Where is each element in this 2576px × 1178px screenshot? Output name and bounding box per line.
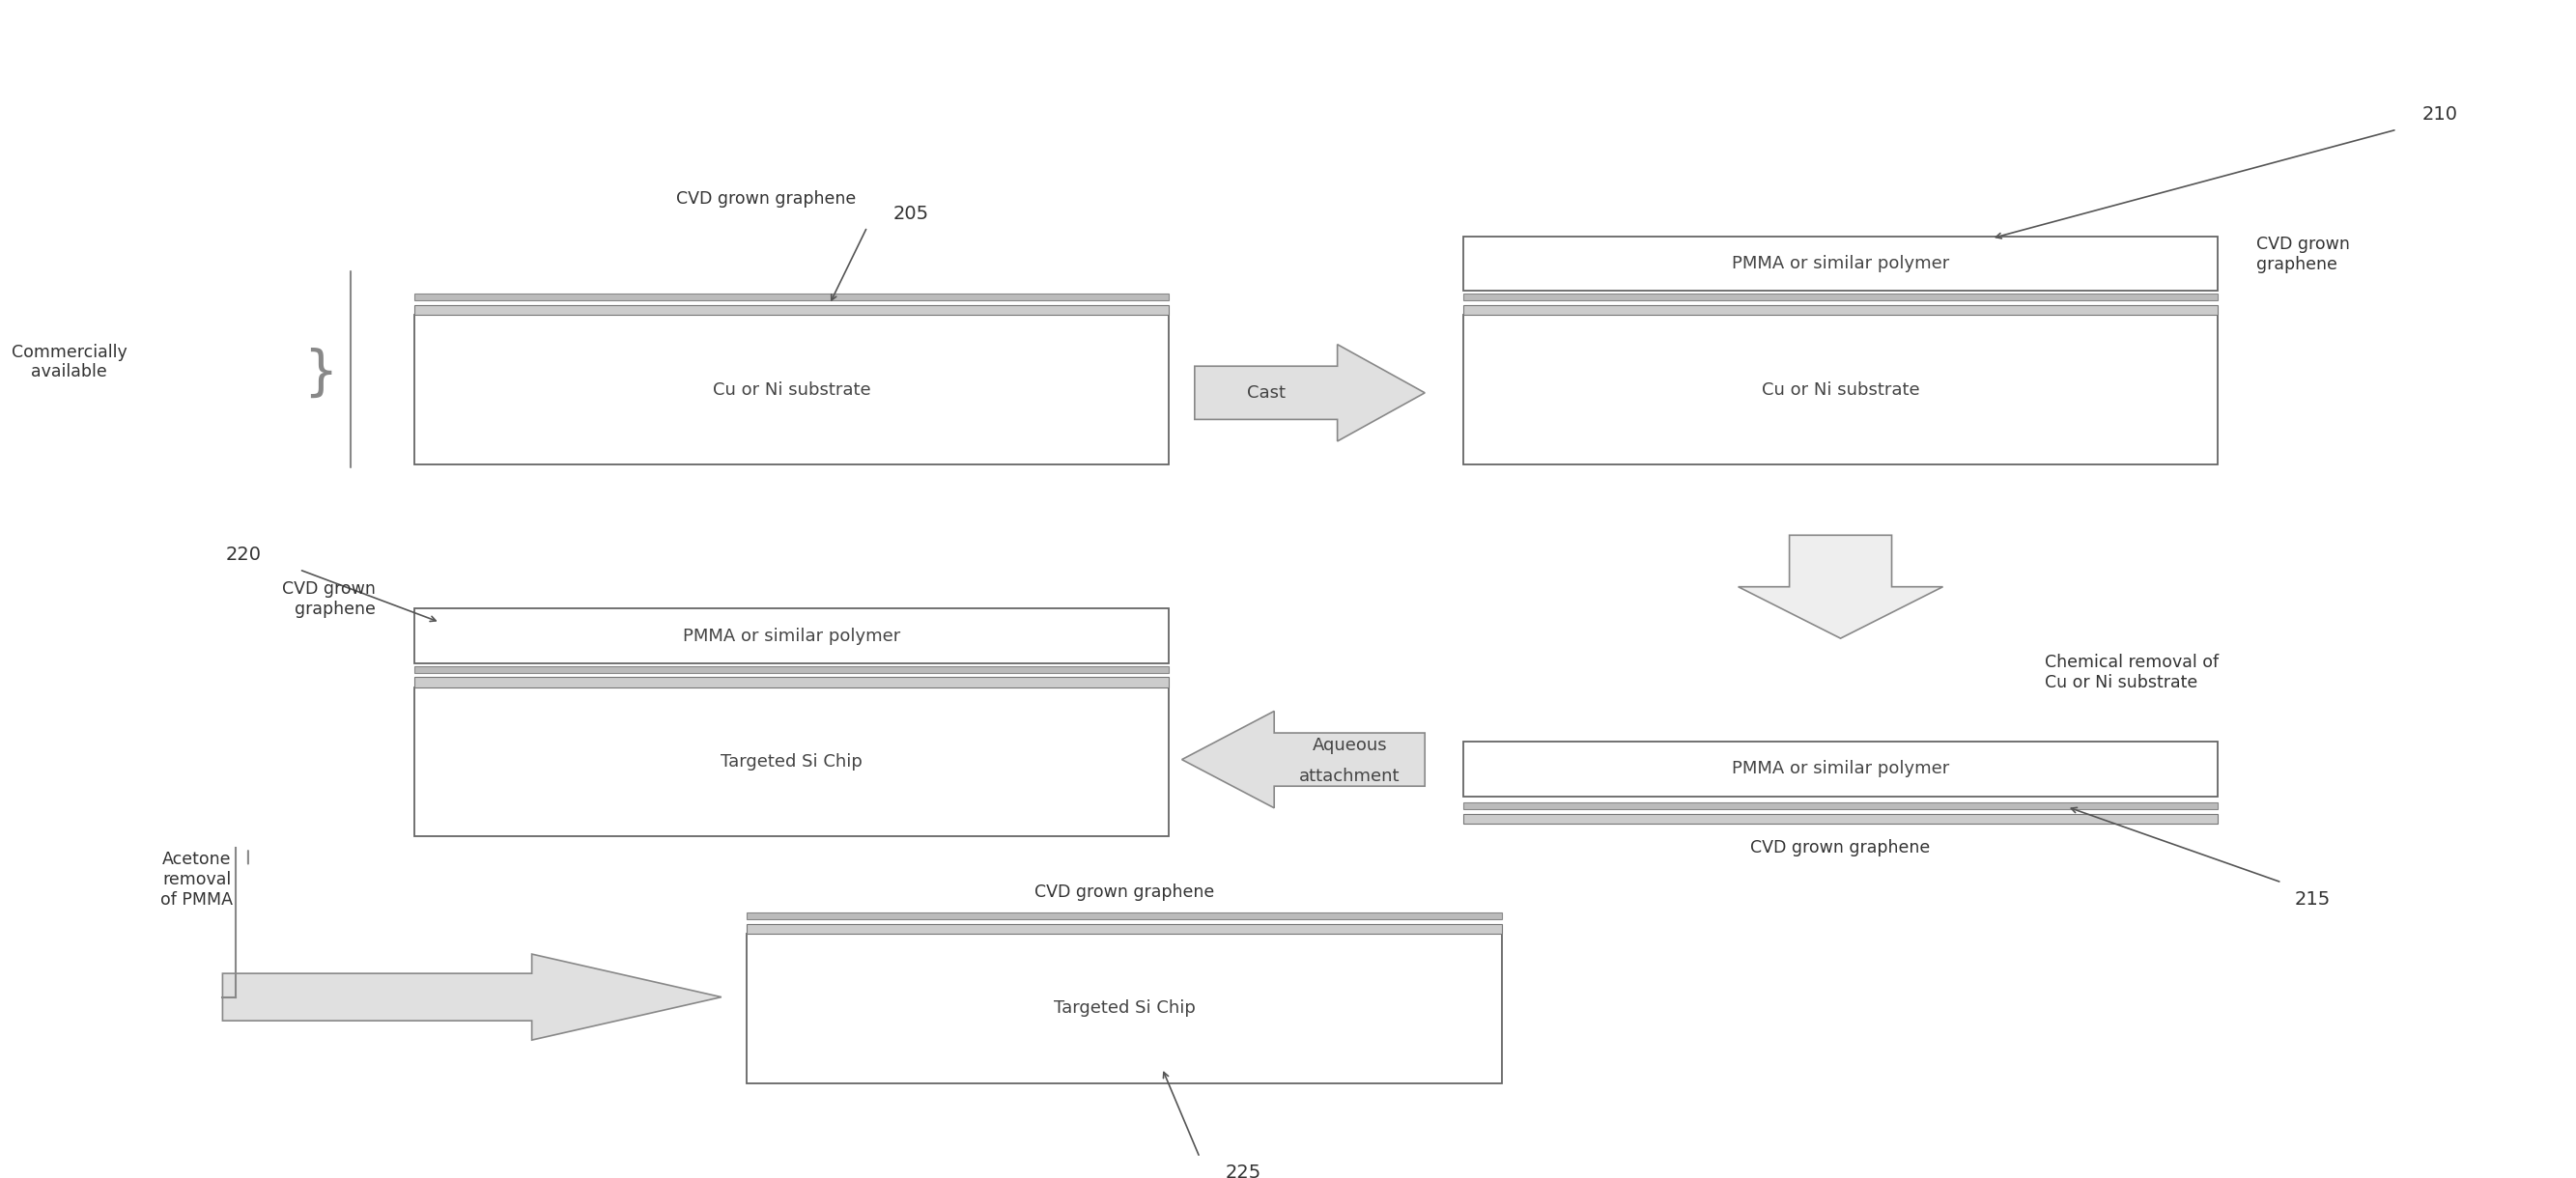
Text: PMMA or similar polymer: PMMA or similar polymer xyxy=(1731,254,1950,272)
Bar xyxy=(415,305,1170,316)
Text: CVD grown graphene: CVD grown graphene xyxy=(1752,839,1929,856)
Bar xyxy=(1463,236,2218,291)
Text: Chemical removal of
Cu or Ni substrate: Chemical removal of Cu or Ni substrate xyxy=(2045,654,2218,691)
Bar xyxy=(1463,741,2218,796)
Bar xyxy=(415,316,1170,464)
Text: PMMA or similar polymer: PMMA or similar polymer xyxy=(1731,760,1950,777)
Text: 210: 210 xyxy=(2421,105,2458,124)
Text: CVD grown graphene: CVD grown graphene xyxy=(1036,884,1213,901)
Bar xyxy=(1463,293,2218,300)
Polygon shape xyxy=(1739,535,1942,638)
Text: CVD grown
graphene: CVD grown graphene xyxy=(2257,236,2349,273)
Bar xyxy=(1463,814,2218,823)
Text: Cast: Cast xyxy=(1247,384,1285,402)
Text: PMMA or similar polymer: PMMA or similar polymer xyxy=(683,628,902,644)
Bar xyxy=(415,688,1170,836)
Text: CVD grown graphene: CVD grown graphene xyxy=(675,190,855,207)
Bar xyxy=(747,912,1502,919)
Bar xyxy=(747,924,1502,934)
Text: 215: 215 xyxy=(2295,891,2331,908)
Text: CVD grown
graphene: CVD grown graphene xyxy=(283,581,376,618)
Text: Cu or Ni substrate: Cu or Ni substrate xyxy=(714,380,871,398)
Bar xyxy=(747,934,1502,1083)
Bar xyxy=(415,677,1170,688)
Bar xyxy=(415,609,1170,663)
Text: }: } xyxy=(304,348,337,399)
Text: 220: 220 xyxy=(224,545,260,564)
Text: 205: 205 xyxy=(894,205,927,223)
Text: Aqueous: Aqueous xyxy=(1311,737,1386,754)
Text: Acetone
removal
of PMMA: Acetone removal of PMMA xyxy=(160,851,234,908)
Text: Targeted Si Chip: Targeted Si Chip xyxy=(1054,1000,1195,1018)
Bar xyxy=(1463,305,2218,316)
Bar xyxy=(1463,316,2218,464)
Polygon shape xyxy=(1182,712,1425,808)
Polygon shape xyxy=(222,954,721,1040)
Text: Targeted Si Chip: Targeted Si Chip xyxy=(721,754,863,770)
Bar xyxy=(415,293,1170,300)
Text: Commercially
available: Commercially available xyxy=(10,344,126,380)
Text: attachment: attachment xyxy=(1298,768,1399,786)
Text: Cu or Ni substrate: Cu or Ni substrate xyxy=(1762,380,1919,398)
Text: 225: 225 xyxy=(1226,1163,1262,1178)
Bar xyxy=(415,666,1170,673)
Bar xyxy=(1463,802,2218,809)
Polygon shape xyxy=(1195,344,1425,442)
